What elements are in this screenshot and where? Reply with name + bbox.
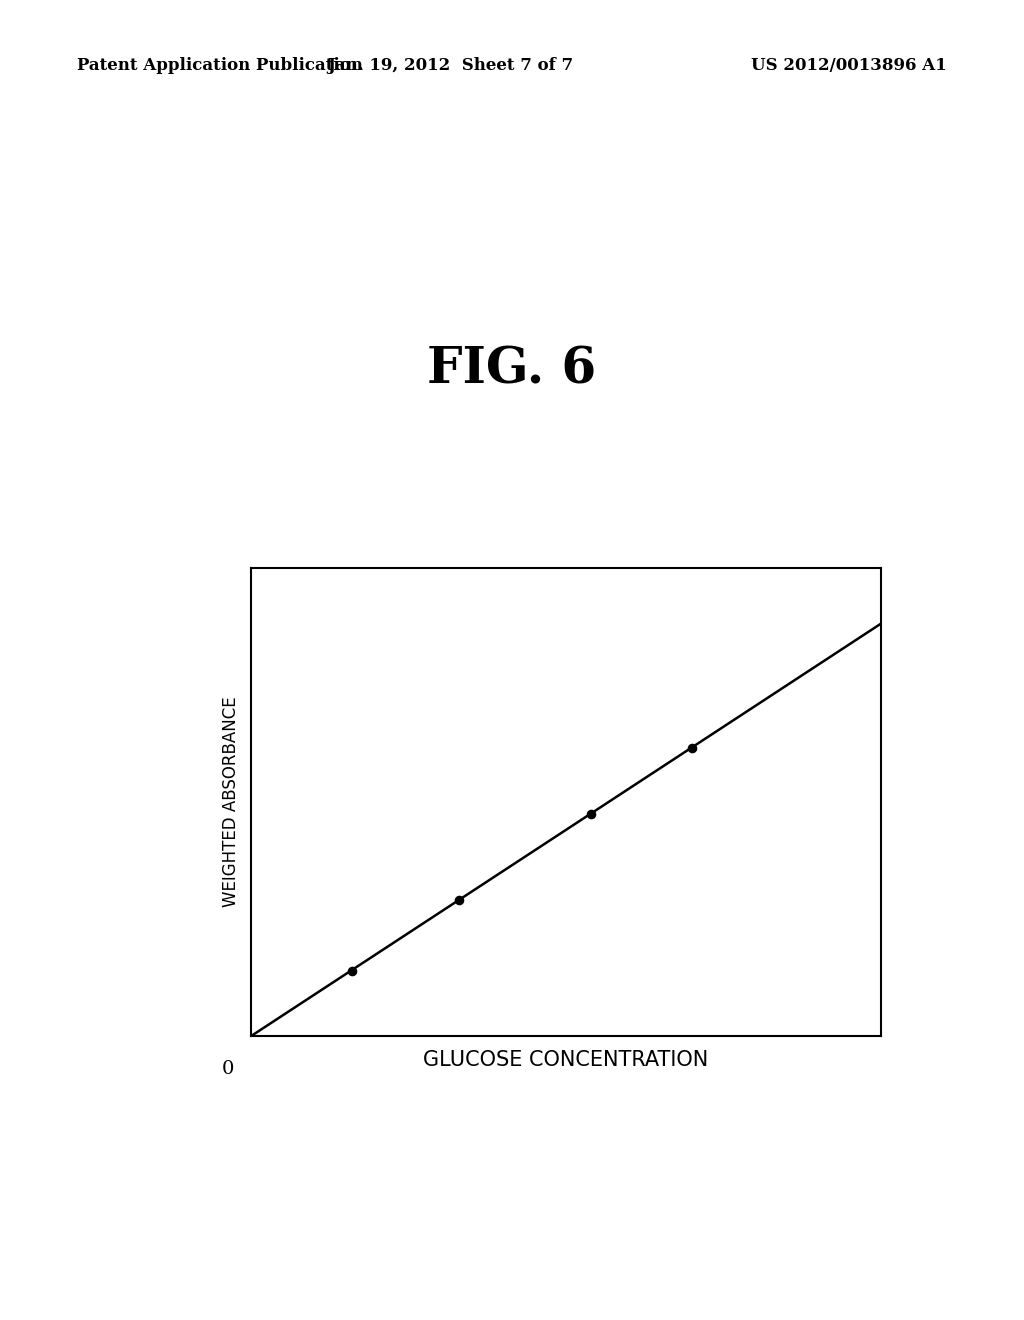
Point [583, 803, 599, 824]
Text: Patent Application Publication: Patent Application Publication [77, 57, 362, 74]
Text: 0: 0 [222, 1060, 234, 1078]
Text: FIG. 6: FIG. 6 [427, 345, 597, 395]
Point [451, 890, 467, 911]
Point [684, 738, 700, 759]
Text: Jan. 19, 2012  Sheet 7 of 7: Jan. 19, 2012 Sheet 7 of 7 [328, 57, 573, 74]
X-axis label: GLUCOSE CONCENTRATION: GLUCOSE CONCENTRATION [423, 1051, 709, 1071]
Text: US 2012/0013896 A1: US 2012/0013896 A1 [752, 57, 947, 74]
Point [343, 960, 359, 981]
Y-axis label: WEIGHTED ABSORBANCE: WEIGHTED ABSORBANCE [222, 697, 240, 907]
